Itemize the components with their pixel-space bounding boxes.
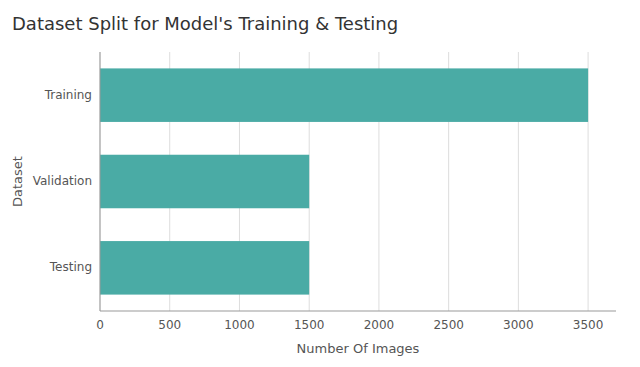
bars xyxy=(100,68,588,294)
bar xyxy=(100,155,309,209)
x-axis-label: Number Of Images xyxy=(297,341,420,356)
x-tick-label: 2000 xyxy=(364,318,395,332)
grid xyxy=(100,52,588,311)
x-tick-label: 0 xyxy=(96,318,104,332)
bar xyxy=(100,68,588,122)
x-ticks: 0 500 1000 1500 2000 2500 3000 3500 xyxy=(96,318,603,332)
x-tick-label: 3000 xyxy=(503,318,534,332)
y-axis-label: Dataset xyxy=(10,156,25,207)
y-axis-line xyxy=(100,52,101,311)
chart-container: 0 500 1000 1500 2000 2500 3000 3500 Testing Valid… xyxy=(0,0,640,367)
x-tick-label: 1000 xyxy=(224,318,255,332)
grid-line xyxy=(100,52,101,311)
y-tick-label: Validation xyxy=(33,174,92,188)
bar xyxy=(100,241,309,295)
y-tick-label: Training xyxy=(44,88,92,102)
y-tick-label: Testing xyxy=(49,260,92,274)
x-tick-label: 1500 xyxy=(294,318,325,332)
x-tick-label: 3500 xyxy=(573,318,604,332)
chart: 0 500 1000 1500 2000 2500 3000 3500 Testing Valid… xyxy=(0,0,640,367)
title: Dataset Split for Model's Training & Tes… xyxy=(12,13,398,34)
y-ticks: Testing Validation Training xyxy=(33,88,92,275)
x-tick-label: 500 xyxy=(158,318,181,332)
x-axis-line xyxy=(100,311,616,312)
x-tick-label: 2500 xyxy=(433,318,464,332)
